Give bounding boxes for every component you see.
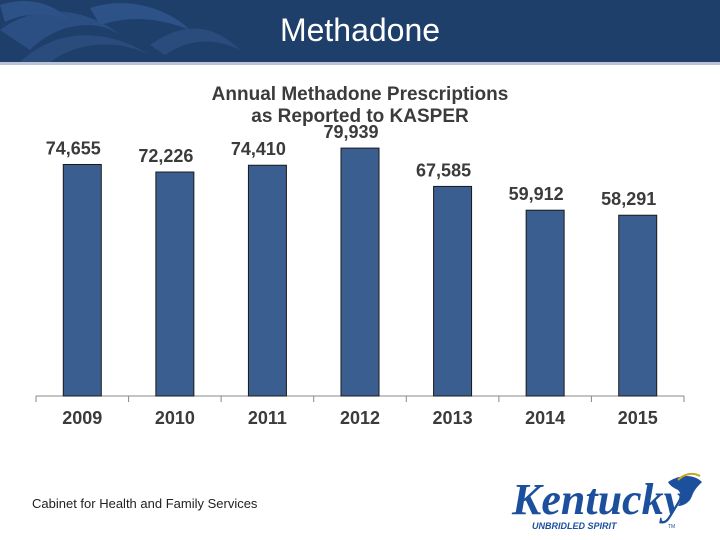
bar-2015 [618, 214, 658, 397]
logo-wordmark: Kentucky [511, 475, 684, 524]
chart-title: Annual Methadone Prescriptions as Report… [100, 84, 620, 128]
footer-text: Cabinet for Health and Family Services [32, 496, 258, 511]
x-tick-label-2011: 2011 [248, 408, 287, 428]
data-label-2011: 74,410 [231, 139, 286, 159]
x-tick-label-2015: 2015 [618, 408, 658, 428]
page-title: Methadone [279, 12, 441, 48]
data-label-2013: 67,585 [416, 160, 471, 180]
header-decoration [0, 0, 240, 62]
chart-title-line-1: Annual Methadone Prescriptions [211, 84, 509, 105]
data-label-2014: 59,912 [509, 184, 564, 204]
x-tick-label-2009: 2009 [62, 408, 102, 428]
bar-2013 [433, 185, 473, 397]
bar-2014 [525, 209, 565, 397]
bar-2011 [247, 164, 287, 397]
logo-trademark: TM [668, 524, 675, 530]
data-label-2012: 79,939 [323, 122, 378, 142]
kentucky-logo: Kentucky UNBRIDLED SPIRIT TM [511, 472, 702, 531]
x-tick-label-2012: 2012 [340, 408, 380, 428]
header-bar: Methadone [0, 0, 720, 62]
horse-icon [668, 472, 702, 506]
chart-title-line-2: as Reported to KASPER [251, 106, 469, 127]
data-label-2009: 74,655 [46, 138, 101, 158]
x-tick-label-2013: 2013 [433, 408, 473, 428]
logo-tagline: UNBRIDLED SPIRIT [532, 521, 618, 531]
bar-2012 [340, 147, 380, 397]
data-label-2010: 72,226 [138, 146, 193, 166]
header-divider [0, 62, 720, 65]
bar-2009 [62, 163, 102, 397]
x-tick-label-2014: 2014 [525, 408, 565, 428]
bar-2010 [155, 171, 195, 397]
x-tick-label-2010: 2010 [155, 408, 195, 428]
data-label-2015: 58,291 [601, 189, 656, 209]
